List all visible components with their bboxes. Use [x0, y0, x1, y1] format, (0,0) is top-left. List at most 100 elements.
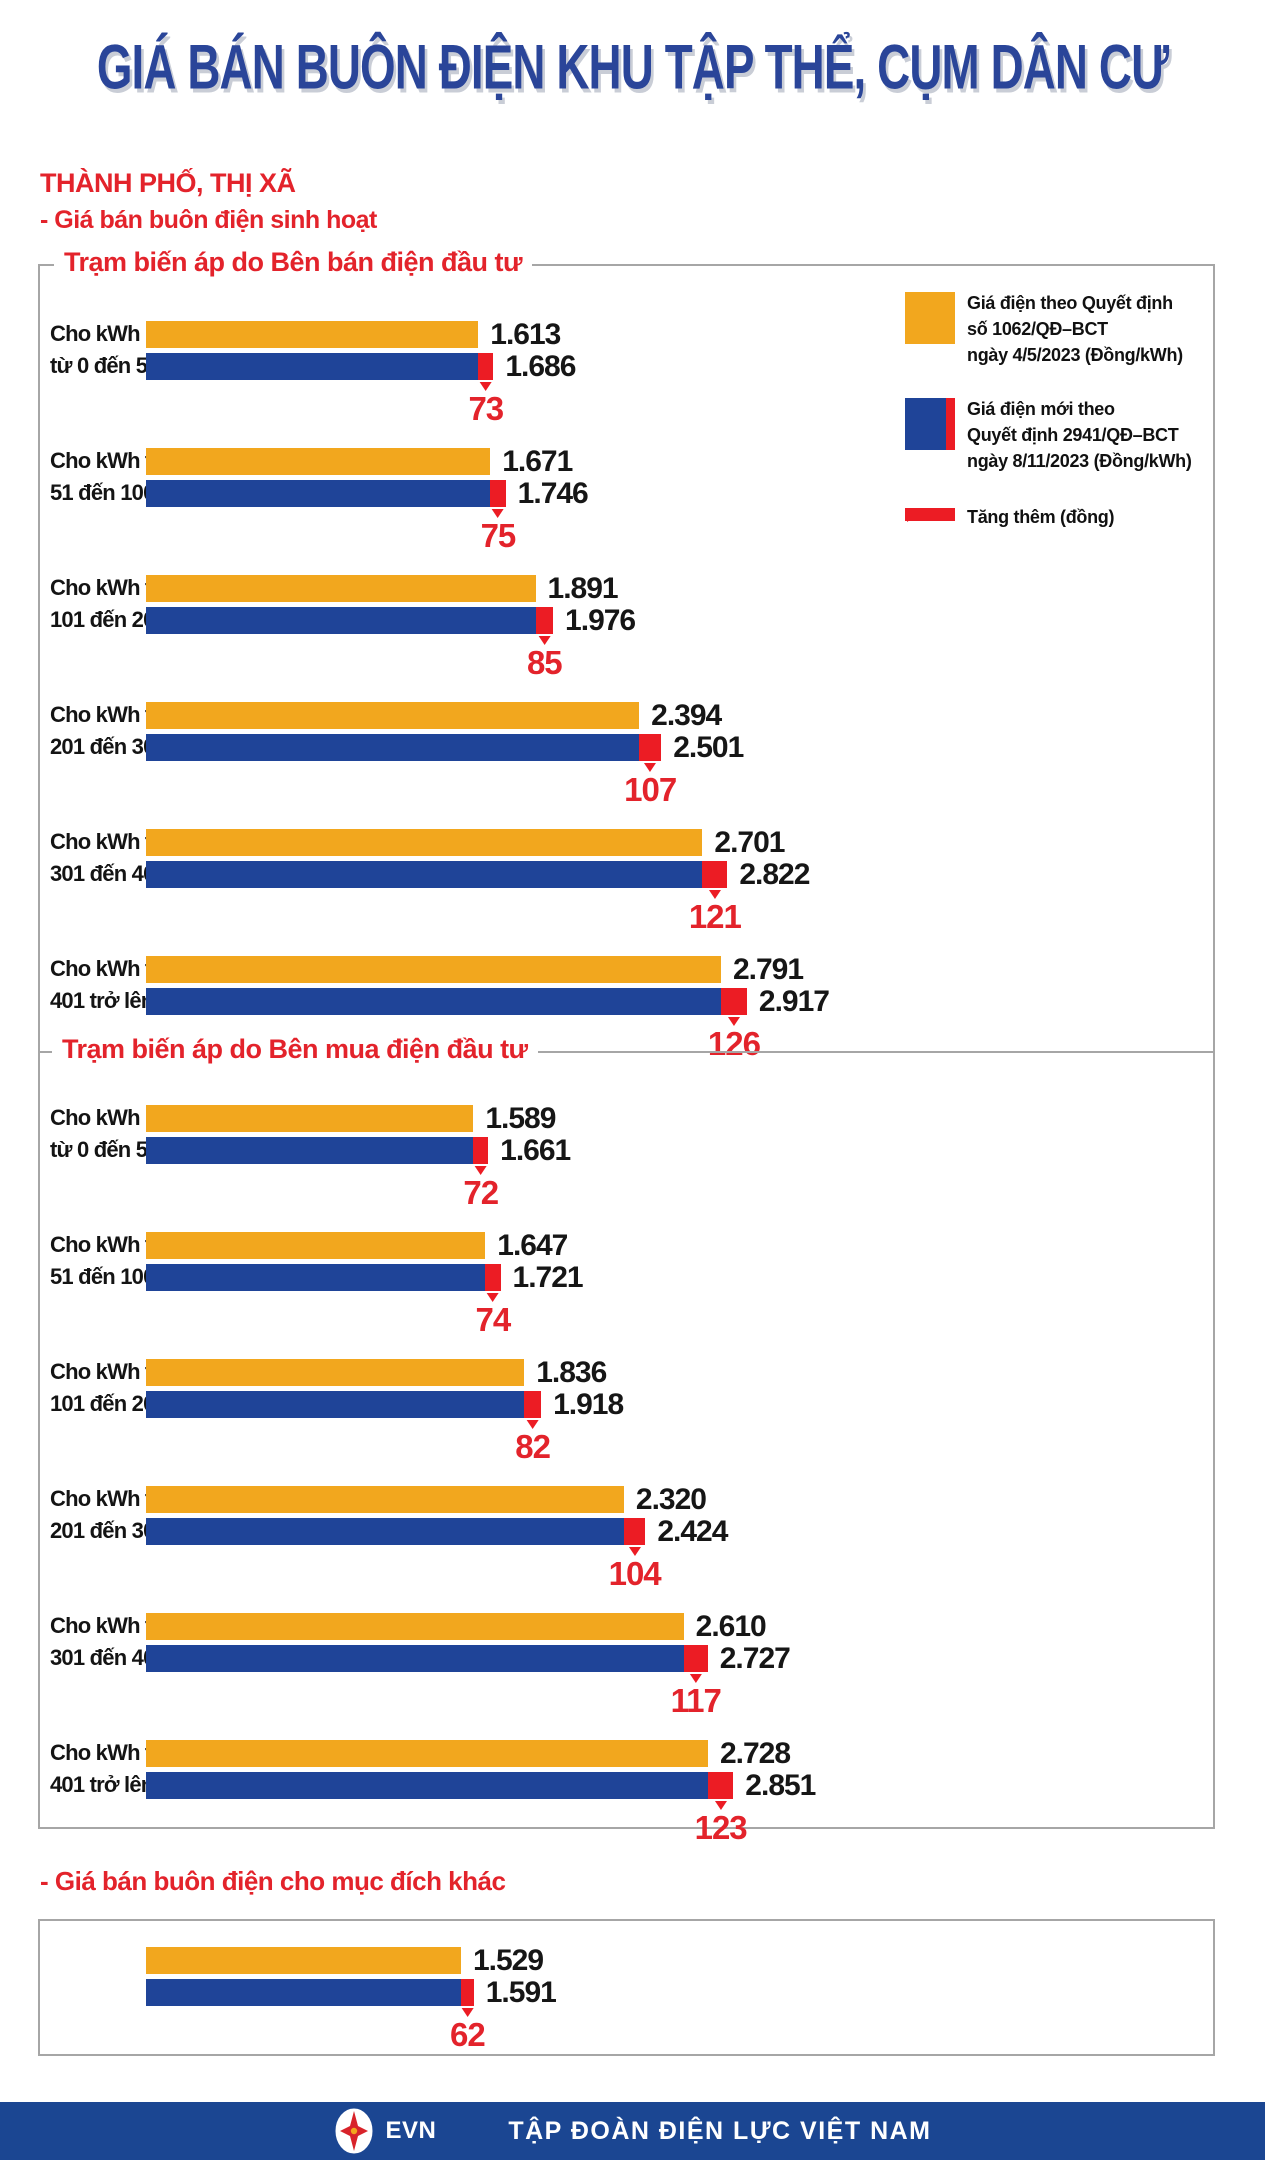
- row-bars: 2.320 2.424 104: [146, 1483, 1207, 1592]
- residential-subtitle: - Giá bán buôn điện sinh hoạt: [40, 206, 377, 234]
- new-price-line: 1.686: [146, 350, 1207, 383]
- increase-segment: [535, 607, 554, 634]
- page-title: GIÁ BÁN BUÔN ĐIỆN KHU TẬP THỂ, CỤM DÂN C…: [96, 32, 1169, 104]
- increase-callout: 104: [609, 1547, 662, 1592]
- old-price-value: 1.613: [490, 317, 561, 351]
- other-purpose-title: - Giá bán buôn điện cho mục đích khác: [40, 1866, 506, 1896]
- old-price-value: 1.529: [472, 1943, 544, 1977]
- increase-callout: 107: [624, 763, 677, 808]
- new-price-line: 1.918: [146, 1388, 1207, 1421]
- row-bars: 1.529 1.591 62: [146, 1943, 1207, 2053]
- new-price-bar: [146, 1518, 624, 1545]
- old-price-bar: [146, 575, 536, 602]
- old-price-line: 1.836: [146, 1356, 1207, 1389]
- old-price-bar: [146, 702, 640, 729]
- increase-segment: [702, 861, 728, 888]
- row-bars: 1.589 1.661 72: [146, 1102, 1207, 1211]
- increase-value: 117: [670, 1682, 722, 1719]
- section-title-buyer: Trạm biến áp do Bên mua điện đầu tư: [52, 1034, 538, 1065]
- legend-old-price-text: Giá điện theo Quyết định số 1062/QĐ–BCT …: [967, 293, 1183, 365]
- evn-logo-group: EVN TẬP ĐOÀN ĐIỆN LỰC VIỆT NAM: [333, 2106, 931, 2156]
- new-price-bar: [146, 1391, 525, 1418]
- evn-logo-icon: [333, 2106, 375, 2156]
- row-label: Cho kWh từ 101 đến 200: [50, 575, 167, 632]
- price-row: Cho kWh từ 51 đến 100 1.647 1.721 74: [50, 1229, 1207, 1350]
- increase-arrow-icon: [708, 890, 721, 899]
- new-price-value: 1.686: [505, 349, 576, 383]
- residential-chart-panel: Trạm biến áp do Bên bán điện đầu tư Giá …: [38, 247, 1215, 1846]
- price-row: Cho kWh từ 101 đến 200 1.891 1.976 85: [50, 572, 1207, 693]
- old-price-swatch-icon: [905, 292, 955, 344]
- old-price-bar: [146, 1105, 474, 1132]
- price-row: 1.529 1.591 62: [50, 1943, 1207, 2065]
- new-price-line: 2.917: [146, 985, 1207, 1018]
- increase-segment: [460, 1979, 474, 2006]
- new-price-bar: [146, 1264, 486, 1291]
- new-price-line: 2.727: [146, 1642, 1207, 1675]
- new-price-line: 2.822: [146, 858, 1207, 891]
- other-purpose-panel: 1.529 1.591 62: [38, 1919, 1215, 2056]
- row-bars: 2.728 2.851 123: [146, 1737, 1207, 1846]
- new-price-line: 1.976: [146, 604, 1207, 637]
- row-bars: 1.891 1.976 85: [146, 572, 1207, 681]
- row-label: Cho kWh từ 101 đến 200: [50, 1359, 167, 1416]
- row-bars: 1.836 1.918 82: [146, 1356, 1207, 1465]
- row-label: Cho kWh từ 401 trở lên: [50, 1740, 167, 1797]
- row-bars: 1.613 1.686 73: [146, 318, 1207, 427]
- legend-old-price: Giá điện theo Quyết định số 1062/QĐ–BCT …: [905, 290, 1215, 370]
- price-row: Cho kWh từ 0 đến 50 1.613 1.686 73: [50, 318, 1207, 439]
- new-price-bar: [146, 1772, 708, 1799]
- increase-arrow-icon: [461, 2008, 474, 2017]
- row-bars: 2.701 2.822 121: [146, 826, 1207, 935]
- new-price-line: 2.501: [146, 731, 1207, 764]
- increase-segment: [478, 353, 494, 380]
- row-bars: 1.647 1.721 74: [146, 1229, 1207, 1338]
- new-price-line: 1.661: [146, 1134, 1207, 1167]
- old-price-line: 2.394: [146, 699, 1207, 732]
- row-bars: 2.610 2.727 117: [146, 1610, 1207, 1719]
- old-price-line: 1.891: [146, 572, 1207, 605]
- new-price-bar: [146, 1979, 461, 2006]
- row-label: Cho kWh từ 401 trở lên: [50, 956, 167, 1013]
- new-price-value: 2.917: [758, 984, 830, 1018]
- row-bars: 1.671 1.746 75: [146, 445, 1207, 554]
- old-price-bar: [146, 956, 721, 983]
- price-row: Cho kWh từ 301 đến 400 2.701 2.822 121: [50, 826, 1207, 947]
- price-row: Cho kWh từ 201 đến 300 2.394 2.501 107: [50, 699, 1207, 820]
- new-price-value: 1.746: [517, 476, 589, 510]
- new-price-bar: [146, 480, 491, 507]
- increase-callout: 72: [463, 1166, 499, 1211]
- old-price-line: 2.791: [146, 953, 1207, 986]
- old-price-bar: [146, 1232, 486, 1259]
- increase-callout: 75: [481, 509, 516, 554]
- new-price-value: 1.591: [485, 1975, 557, 2009]
- section-divider: Trạm biến áp do Bên mua điện đầu tư: [38, 1034, 1215, 1065]
- increase-arrow-icon: [479, 382, 492, 391]
- new-price-bar: [146, 861, 703, 888]
- row-label: Cho kWh từ 201 đến 300: [50, 702, 167, 759]
- increase-segment: [720, 988, 747, 1015]
- row-label: Cho kWh từ 0 đến 50: [50, 321, 159, 378]
- increase-segment: [623, 1518, 646, 1545]
- increase-callout: 85: [527, 636, 563, 681]
- old-price-line: 1.613: [146, 318, 1207, 351]
- increase-arrow-icon: [526, 1420, 539, 1429]
- price-row: Cho kWh từ 301 đến 400 2.610 2.727 117: [50, 1610, 1207, 1731]
- new-price-value: 2.822: [739, 857, 810, 891]
- increase-callout: 117: [670, 1674, 722, 1719]
- increase-value: 62: [450, 2016, 486, 2053]
- increase-value: 107: [624, 771, 677, 808]
- increase-callout: 62: [450, 2008, 486, 2053]
- region-label: THÀNH PHỐ, THỊ XÃ: [40, 168, 296, 198]
- old-price-line: 2.320: [146, 1483, 1207, 1516]
- increase-segment: [707, 1772, 734, 1799]
- new-price-line: 1.591: [146, 1976, 1207, 2009]
- new-price-value: 1.721: [512, 1260, 584, 1294]
- old-price-value: 2.394: [651, 698, 722, 732]
- row-label: Cho kWh từ 51 đến 100: [50, 1232, 167, 1289]
- increase-arrow-icon: [538, 636, 551, 645]
- new-price-value: 2.424: [657, 1514, 728, 1548]
- new-price-value: 2.727: [719, 1641, 791, 1675]
- old-price-line: 2.610: [146, 1610, 1207, 1643]
- increase-callout: 121: [689, 890, 742, 935]
